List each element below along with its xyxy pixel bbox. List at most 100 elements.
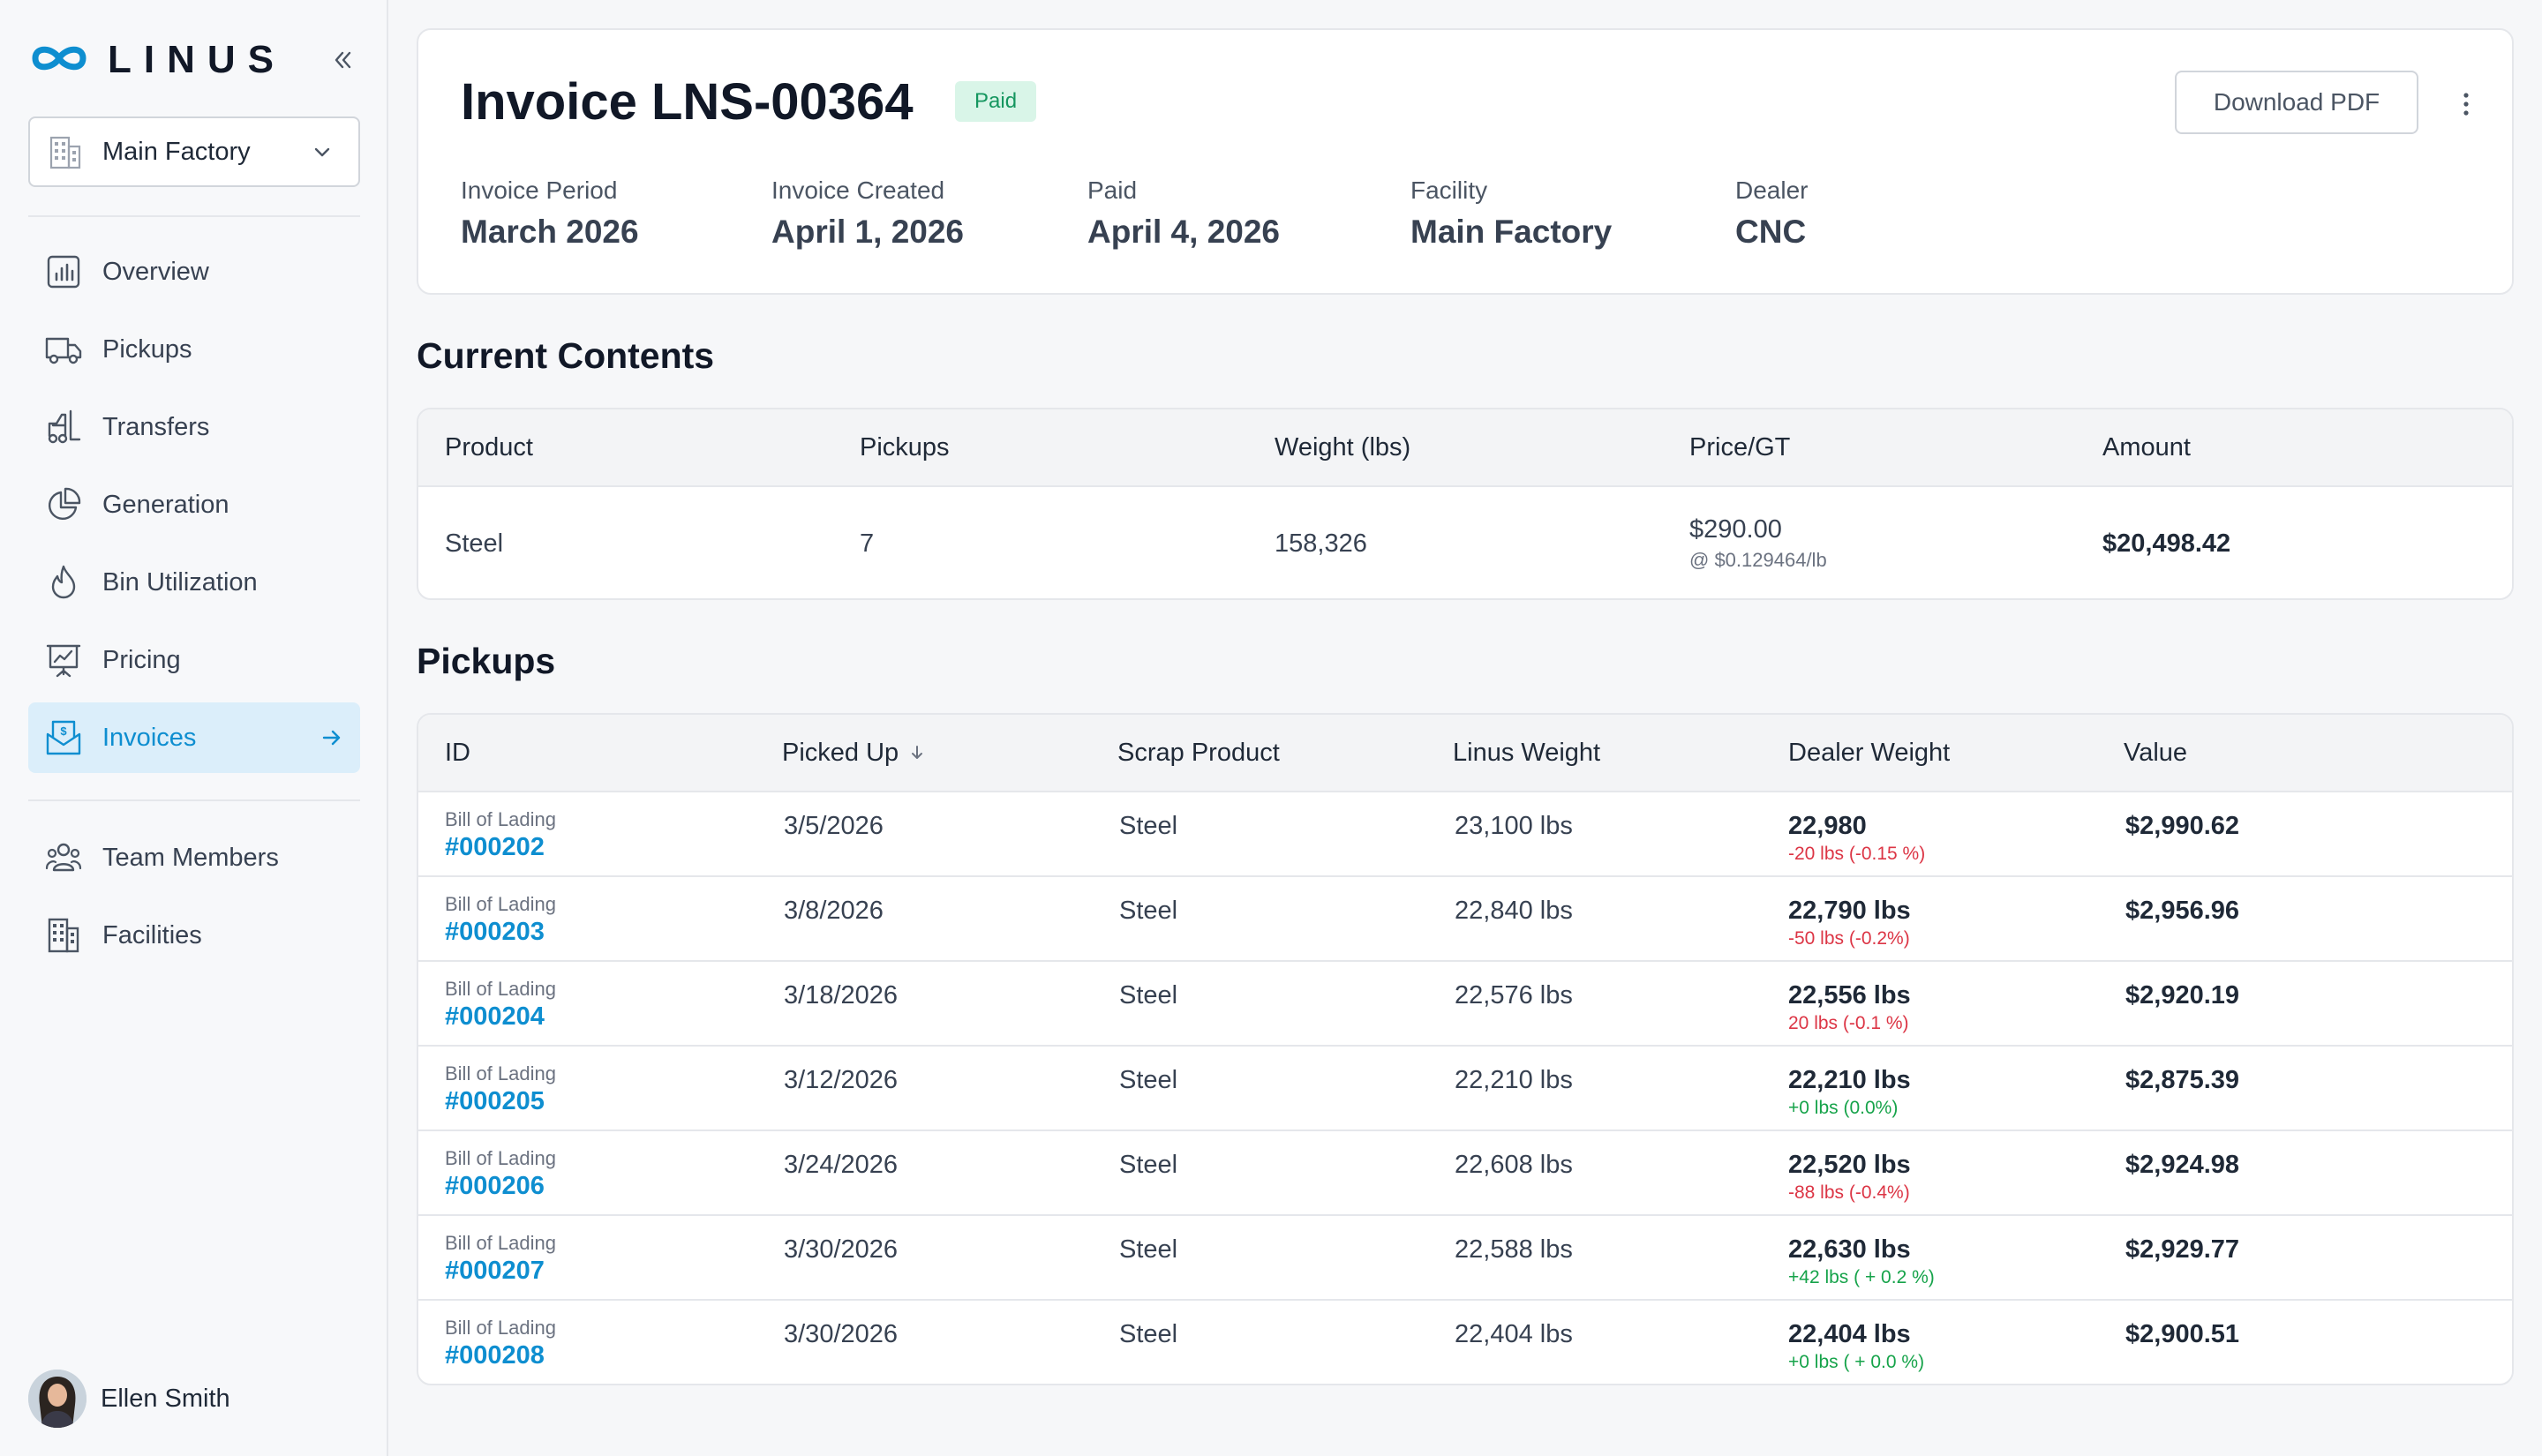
sidebar-item-invoices[interactable]: $ Invoices bbox=[28, 702, 360, 773]
column-header: Dealer Weight bbox=[1788, 738, 1951, 767]
meta-label: Dealer bbox=[1735, 176, 1809, 204]
meta-facility: Facility Main Factory bbox=[1410, 176, 1612, 251]
linus-weight-cell: 22,210 lbs bbox=[1455, 1066, 1573, 1094]
table-header: ID Picked Up Scrap Product Linus Weight … bbox=[418, 715, 2512, 792]
collapse-sidebar-button[interactable] bbox=[325, 42, 360, 78]
sidebar-item-label: Invoices bbox=[102, 723, 197, 752]
dealer-weight-cell: 22,520 lbs bbox=[1788, 1151, 1911, 1179]
scrap-product-cell: Steel bbox=[1119, 1066, 1178, 1094]
weight-cell: 158,326 bbox=[1275, 529, 1367, 558]
user-profile[interactable]: Ellen Smith bbox=[28, 1368, 230, 1430]
sidebar-item-team-members[interactable]: Team Members bbox=[28, 822, 360, 893]
column-header-picked-up[interactable]: Picked Up bbox=[782, 715, 927, 791]
value-cell: $2,924.98 bbox=[2125, 1151, 2240, 1179]
sidebar-item-generation[interactable]: Generation bbox=[28, 469, 360, 540]
logo: LINUS bbox=[28, 37, 360, 83]
meta-value: April 1, 2026 bbox=[771, 214, 965, 250]
picked-up-cell: 3/18/2026 bbox=[784, 981, 899, 1009]
facility-select[interactable]: Main Factory bbox=[28, 116, 360, 187]
picked-up-cell: 3/5/2026 bbox=[784, 812, 884, 840]
weight-delta: +0 lbs ( + 0.0 %) bbox=[1788, 1352, 1925, 1372]
sidebar-item-pricing[interactable]: Pricing bbox=[28, 625, 360, 695]
bill-of-lading-link[interactable]: #000202 bbox=[445, 833, 545, 861]
weight-delta: +42 lbs ( + 0.2 %) bbox=[1788, 1267, 1935, 1287]
value-cell: $2,929.77 bbox=[2125, 1235, 2240, 1264]
sidebar-divider bbox=[28, 799, 360, 801]
column-header: Pickups bbox=[860, 432, 950, 462]
more-options-button[interactable] bbox=[2448, 83, 2484, 125]
flame-icon bbox=[51, 565, 76, 599]
sidebar-item-label: Overview bbox=[102, 257, 209, 286]
user-name: Ellen Smith bbox=[101, 1384, 230, 1413]
price-cell: $290.00 bbox=[1689, 515, 1782, 544]
linus-weight-cell: 22,840 lbs bbox=[1455, 897, 1573, 925]
sort-down-icon bbox=[912, 746, 923, 759]
bill-of-lading-link[interactable]: #000206 bbox=[445, 1172, 545, 1200]
sidebar-item-transfers[interactable]: Transfers bbox=[28, 392, 360, 462]
chevron-down-icon bbox=[314, 147, 330, 157]
linus-weight-cell: 22,404 lbs bbox=[1455, 1320, 1573, 1348]
meta-label: Invoice Period bbox=[461, 176, 618, 204]
weight-delta: -88 lbs (-0.4%) bbox=[1788, 1182, 1910, 1203]
scrap-product-cell: Steel bbox=[1119, 1151, 1178, 1179]
bill-of-lading-label: Bill of Lading bbox=[445, 978, 556, 1000]
pickups-table: ID Picked Up Scrap Product Linus Weight … bbox=[417, 713, 2514, 1385]
row-divider bbox=[418, 1299, 2512, 1301]
arrow-right-icon bbox=[322, 730, 341, 746]
column-header: Product bbox=[445, 432, 533, 462]
bill-of-lading-label: Bill of Lading bbox=[445, 893, 556, 915]
bill-of-lading-label: Bill of Lading bbox=[445, 1232, 556, 1254]
dealer-weight-cell: 22,556 lbs bbox=[1788, 981, 1911, 1009]
column-header: Scrap Product bbox=[1117, 738, 1280, 767]
dealer-weight-cell: 22,404 lbs bbox=[1788, 1320, 1911, 1348]
sidebar-item-bin-utilization[interactable]: Bin Utilization bbox=[28, 547, 360, 618]
meta-invoice-period: Invoice Period March 2026 bbox=[461, 176, 639, 251]
more-vertical-icon bbox=[2463, 93, 2469, 116]
user-avatar-icon bbox=[28, 1370, 86, 1428]
avatar bbox=[28, 1370, 86, 1428]
secondary-nav: Team Members Facilities bbox=[28, 822, 360, 978]
bill-of-lading-link[interactable]: #000208 bbox=[445, 1341, 545, 1370]
svg-text:$: $ bbox=[60, 724, 67, 738]
bill-of-lading-link[interactable]: #000203 bbox=[445, 918, 545, 946]
weight-delta: -50 lbs (-0.2%) bbox=[1788, 928, 1910, 949]
meta-paid-date: Paid April 4, 2026 bbox=[1087, 176, 1280, 251]
pickups-cell: 7 bbox=[860, 529, 875, 558]
dealer-weight-cell: 22,210 lbs bbox=[1788, 1066, 1911, 1094]
sidebar-item-facilities[interactable]: Facilities bbox=[28, 900, 360, 971]
sidebar-item-label: Facilities bbox=[102, 920, 202, 949]
facility-select-value: Main Factory bbox=[102, 137, 251, 166]
row-divider bbox=[418, 1045, 2512, 1047]
invoice-icon: $ bbox=[46, 720, 81, 755]
building-icon bbox=[48, 918, 79, 953]
presentation-chart-icon bbox=[46, 644, 81, 678]
column-header: ID bbox=[445, 738, 470, 767]
row-divider bbox=[418, 960, 2512, 962]
meta-dealer: Dealer CNC bbox=[1735, 176, 1808, 251]
bill-of-lading-link[interactable]: #000205 bbox=[445, 1087, 545, 1115]
building-icon bbox=[49, 136, 81, 169]
meta-invoice-created: Invoice Created April 1, 2026 bbox=[771, 176, 964, 251]
column-header: Price/GT bbox=[1689, 432, 1791, 462]
main-nav: Overview Pickups Transfers Generation bbox=[28, 236, 360, 780]
meta-value: CNC bbox=[1735, 214, 1807, 250]
bill-of-lading-link[interactable]: #000207 bbox=[445, 1257, 545, 1285]
brand-name: LINUS bbox=[108, 38, 286, 81]
sidebar-item-pickups[interactable]: Pickups bbox=[28, 314, 360, 385]
bill-of-lading-link[interactable]: #000204 bbox=[445, 1002, 545, 1031]
product-cell: Steel bbox=[445, 529, 504, 558]
weight-delta: -20 lbs (-0.15 %) bbox=[1788, 844, 1926, 864]
picked-up-cell: 3/30/2026 bbox=[784, 1320, 899, 1348]
sidebar-item-overview[interactable]: Overview bbox=[28, 236, 360, 307]
amount-cell: $20,498.42 bbox=[2102, 529, 2231, 558]
dealer-weight-cell: 22,790 lbs bbox=[1788, 897, 1911, 925]
bill-of-lading-label: Bill of Lading bbox=[445, 1317, 556, 1339]
sidebar-item-label: Bin Utilization bbox=[102, 567, 258, 597]
column-header: Linus Weight bbox=[1453, 738, 1601, 767]
download-pdf-button[interactable]: Download PDF bbox=[2175, 71, 2418, 134]
page-title: Invoice LNS-00364 bbox=[461, 73, 914, 131]
invoice-summary-card: Invoice LNS-00364 Paid Download PDF Invo… bbox=[417, 28, 2514, 295]
scrap-product-cell: Steel bbox=[1119, 981, 1178, 1009]
sidebar-item-label: Transfers bbox=[102, 412, 210, 441]
current-contents-table: Product Pickups Weight (lbs) Price/GT Am… bbox=[417, 408, 2514, 600]
